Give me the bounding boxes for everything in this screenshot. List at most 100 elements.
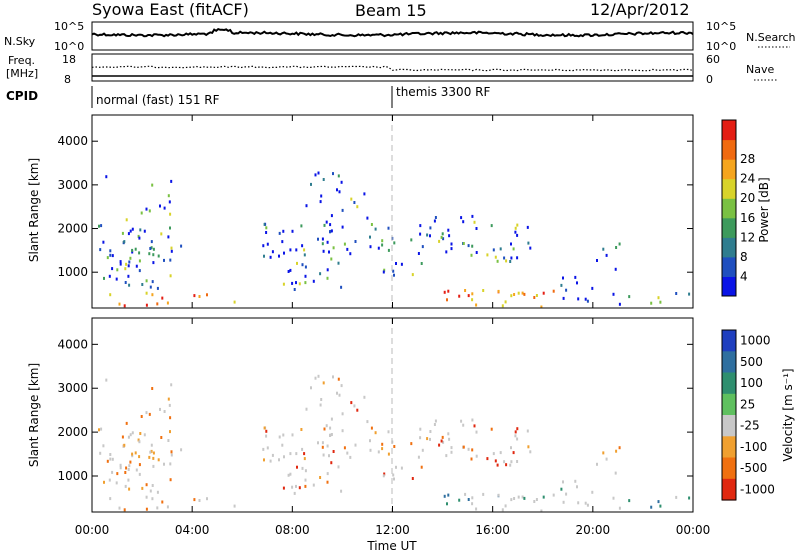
range-cell: [167, 397, 170, 401]
range-cell: [510, 498, 513, 502]
range-cell: [513, 293, 516, 296]
range-cell: [150, 246, 153, 250]
range-cell: [504, 300, 507, 304]
range-cell: [329, 230, 332, 233]
range-cell: [577, 297, 580, 301]
range-cell: [433, 423, 436, 426]
range-cell: [338, 190, 341, 194]
range-cell: [542, 291, 545, 295]
range-cell: [369, 235, 371, 239]
range-cell: [533, 296, 536, 299]
range-cell: [584, 501, 587, 505]
range-cell: [149, 489, 152, 493]
range-cell: [295, 281, 297, 285]
range-cell: [321, 242, 324, 246]
x-tick-label: 12:00: [375, 523, 410, 537]
range-cell: [441, 232, 444, 236]
range-cell: [341, 429, 344, 433]
range-cell: [509, 463, 512, 467]
range-cell: [605, 457, 608, 461]
range-cell: [374, 431, 377, 435]
range-cell: [450, 247, 453, 251]
range-cell: [166, 301, 169, 305]
range-cell: [393, 445, 396, 448]
range-cell: [467, 498, 470, 501]
range-cell: [341, 225, 344, 229]
y-tick-label: 4000: [57, 134, 88, 148]
range-cell: [323, 427, 326, 431]
range-cell: [103, 480, 105, 484]
nsky-series-line: [91, 27, 694, 38]
range-cell: [560, 283, 563, 287]
y-tick-label: 3000: [57, 381, 88, 395]
range-cell: [303, 457, 306, 461]
date-title: 12/Apr/2012: [590, 0, 690, 19]
range-cell: [111, 457, 114, 461]
range-cell: [332, 246, 335, 250]
range-cell: [282, 282, 285, 286]
range-cell: [400, 262, 403, 266]
range-cell: [374, 227, 377, 231]
range-cell: [337, 465, 340, 469]
range-cell: [516, 437, 519, 441]
range-cell: [283, 455, 285, 459]
range-cell: [321, 445, 324, 449]
nave-tick-bottom: 0: [706, 73, 713, 86]
colorbar-swatch: [722, 178, 736, 199]
range-cell: [118, 302, 121, 306]
range-cell: [301, 263, 304, 267]
range-cell: [329, 433, 332, 437]
nsearch-label: N.Search: [746, 31, 796, 44]
range-cell: [127, 264, 130, 268]
range-cell: [419, 427, 422, 431]
range-cell: [410, 442, 413, 446]
range-cell: [326, 276, 329, 280]
colorbar-tick-label: -25: [740, 419, 760, 433]
range-cell: [326, 240, 329, 244]
range-cell: [460, 419, 463, 423]
colorbar-swatch: [722, 330, 736, 352]
range-cell: [300, 224, 303, 228]
range-cell: [100, 427, 103, 431]
range-cell: [138, 472, 141, 476]
nsky-panel: [91, 21, 694, 51]
range-cell: [429, 437, 431, 441]
range-cell: [417, 455, 420, 459]
range-cell: [383, 472, 386, 476]
range-cell: [440, 439, 443, 443]
nave-label: Nave: [746, 63, 774, 76]
range-cell: [149, 247, 152, 250]
range-cell: [152, 451, 155, 455]
range-cell: [377, 246, 380, 250]
colorbar-tick-label: 500: [740, 355, 763, 369]
range-cell: [326, 480, 329, 484]
range-cell: [305, 407, 308, 411]
colorbar-swatch: [722, 159, 736, 180]
range-cell: [128, 283, 131, 287]
range-cell: [289, 452, 292, 456]
range-cell: [282, 486, 285, 490]
range-cell: [330, 433, 333, 436]
range-cell: [381, 239, 384, 243]
range-cell: [271, 453, 274, 457]
range-cell: [167, 439, 170, 442]
range-cell: [206, 497, 208, 501]
range-cell: [330, 257, 333, 261]
range-cell: [370, 223, 373, 226]
range-cell: [157, 254, 160, 258]
range-cell: [392, 473, 395, 477]
range-cell: [535, 294, 538, 297]
range-cell: [560, 487, 563, 491]
range-cell: [143, 229, 146, 233]
range-cell: [471, 298, 474, 302]
range-cell: [152, 464, 155, 468]
range-cell: [319, 403, 322, 407]
freq-label-line2: [MHz]: [6, 67, 38, 80]
range-cell: [419, 232, 422, 236]
colorbar-frame: [721, 329, 737, 501]
range-cell: [516, 427, 519, 431]
range-cell: [296, 465, 298, 469]
range-cell: [353, 201, 356, 204]
range-cell: [659, 504, 662, 508]
range-cell: [470, 253, 473, 257]
